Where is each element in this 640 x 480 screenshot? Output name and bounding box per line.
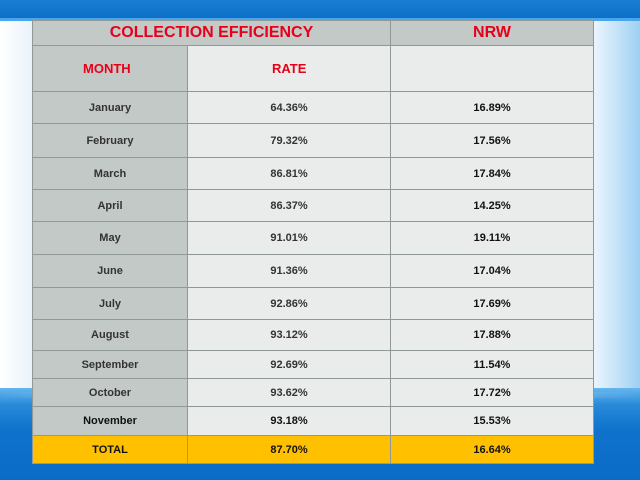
rate-cell: 92.69% (187, 350, 391, 379)
total-rate: 87.70% (187, 435, 391, 464)
table-subheader-row: MONTH RATE (32, 45, 594, 92)
total-nrw: 16.64% (390, 435, 594, 464)
nrw-cell: 17.88% (390, 319, 594, 351)
rate-cell: 86.37% (187, 189, 391, 222)
rate-cell: 64.36% (187, 91, 391, 124)
month-cell: November (32, 406, 188, 436)
table-row: October 93.62% 17.72% (32, 378, 594, 407)
table-row: July 92.86% 17.69% (32, 287, 594, 320)
nrw-cell: 17.72% (390, 378, 594, 407)
rate-cell: 92.86% (187, 287, 391, 320)
table-row: May 91.01% 19.11% (32, 221, 594, 255)
rate-column-header: RATE (187, 45, 391, 92)
nrw-cell: 15.53% (390, 406, 594, 436)
total-label: TOTAL (32, 435, 188, 464)
nrw-cell: 14.25% (390, 189, 594, 222)
nrw-cell: 19.11% (390, 221, 594, 255)
month-cell: September (32, 350, 188, 379)
rate-cell: 93.18% (187, 406, 391, 436)
table-row: November 93.18% 15.53% (32, 406, 594, 436)
slide-right-fade (592, 21, 640, 401)
table-row: June 91.36% 17.04% (32, 254, 594, 288)
month-cell: April (32, 189, 188, 222)
month-cell: May (32, 221, 188, 255)
nrw-cell: 17.69% (390, 287, 594, 320)
slide-left-fade (0, 21, 34, 401)
month-cell: October (32, 378, 188, 407)
rate-cell: 79.32% (187, 123, 391, 158)
nrw-cell: 11.54% (390, 350, 594, 379)
month-cell: July (32, 287, 188, 320)
table-row: September 92.69% 11.54% (32, 350, 594, 379)
month-cell: August (32, 319, 188, 351)
month-column-header: MONTH (32, 45, 188, 92)
nrw-cell: 17.84% (390, 157, 594, 190)
month-cell: February (32, 123, 188, 158)
table-row: February 79.32% 17.56% (32, 123, 594, 158)
month-cell: January (32, 91, 188, 124)
rate-cell: 86.81% (187, 157, 391, 190)
table-row: August 93.12% 17.88% (32, 319, 594, 351)
nrw-header: NRW (390, 20, 594, 46)
total-row: TOTAL 87.70% 16.64% (32, 435, 594, 464)
collection-efficiency-header: COLLECTION EFFICIENCY (32, 20, 391, 46)
slide-top-line (0, 18, 640, 21)
nrw-cell: 16.89% (390, 91, 594, 124)
table-row: April 86.37% 14.25% (32, 189, 594, 222)
rate-cell: 91.01% (187, 221, 391, 255)
nrw-column-header (390, 45, 594, 92)
nrw-cell: 17.04% (390, 254, 594, 288)
nrw-cell: 17.56% (390, 123, 594, 158)
table-row: January 64.36% 16.89% (32, 91, 594, 124)
table-row: March 86.81% 17.84% (32, 157, 594, 190)
rate-cell: 93.62% (187, 378, 391, 407)
slide-top-bar (0, 0, 640, 18)
table-header-row: COLLECTION EFFICIENCY NRW (32, 20, 594, 46)
month-cell: March (32, 157, 188, 190)
rate-cell: 93.12% (187, 319, 391, 351)
month-cell: June (32, 254, 188, 288)
collection-efficiency-table: COLLECTION EFFICIENCY NRW MONTH RATE Jan… (32, 20, 594, 464)
rate-cell: 91.36% (187, 254, 391, 288)
